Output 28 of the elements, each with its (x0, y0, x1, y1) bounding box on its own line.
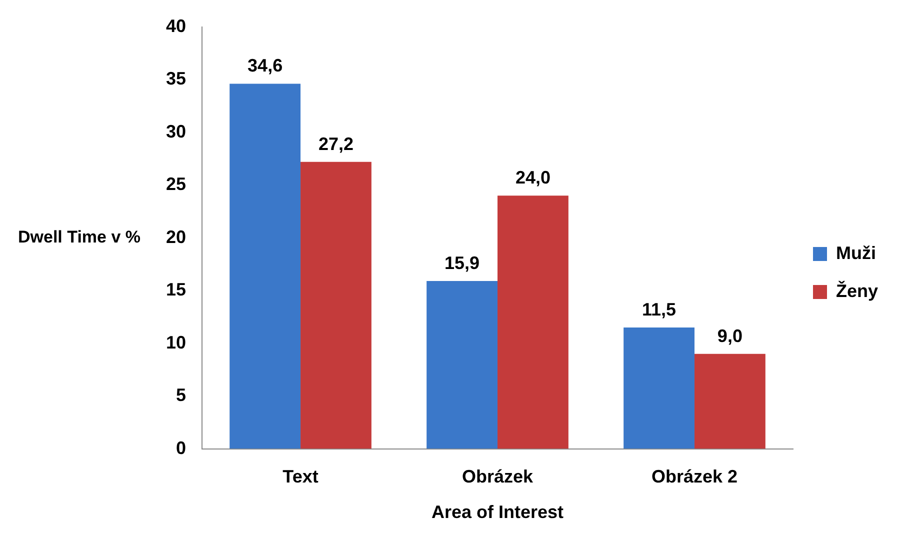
y-tick-label: 10 (166, 332, 186, 352)
data-label: 24,0 (515, 168, 550, 188)
bar (498, 196, 568, 449)
legend-label: Ženy (836, 280, 878, 301)
y-tick-label: 15 (166, 280, 186, 300)
y-tick-label: 30 (166, 121, 186, 142)
y-tick-label: 0 (176, 438, 186, 458)
x-tick-label: Obrázek (462, 466, 534, 487)
data-label: 9,0 (717, 326, 742, 346)
legend-label: Muži (836, 242, 876, 263)
y-tick-label: 5 (176, 385, 186, 406)
x-axis-title: Area of Interest (431, 502, 564, 522)
y-tick-label: 40 (166, 16, 186, 36)
data-label: 11,5 (642, 299, 676, 320)
data-label: 15,9 (444, 253, 480, 274)
bar (694, 354, 766, 449)
x-tick-label: Obrázek 2 (651, 466, 738, 487)
bar (624, 327, 694, 449)
bar (230, 84, 301, 449)
bar (426, 281, 498, 449)
y-axis-title: Dwell Time v % (18, 227, 141, 246)
bar (300, 162, 372, 449)
data-label: 34,6 (248, 56, 283, 76)
y-tick-label: 20 (166, 226, 186, 247)
x-tick-label: Text (282, 466, 318, 487)
data-label: 27,2 (318, 134, 354, 154)
y-tick-label: 25 (166, 174, 186, 194)
y-tick-label: 35 (166, 68, 186, 89)
